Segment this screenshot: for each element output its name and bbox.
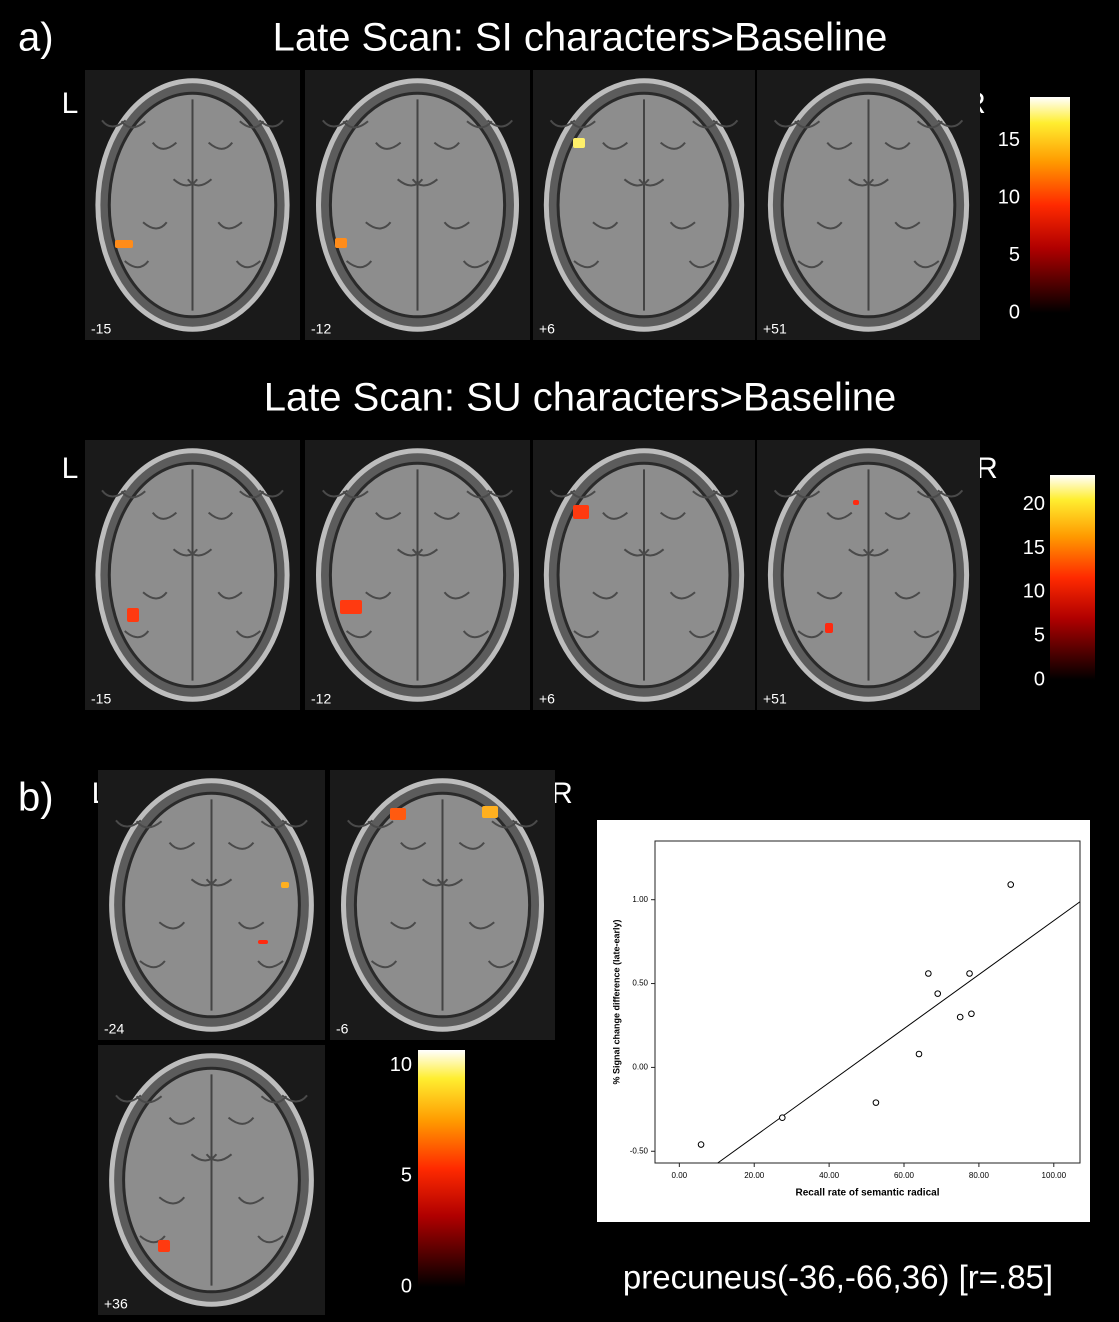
x-tick-label: 80.00 [969, 1171, 990, 1180]
point [969, 1011, 975, 1017]
colorbar [1030, 97, 1070, 313]
colorbar [1050, 475, 1095, 680]
point [957, 1014, 963, 1020]
activation [127, 608, 139, 622]
slice-label: -12 [311, 691, 331, 707]
activation [390, 808, 406, 820]
x-axis-label: Recall rate of semantic radical [796, 1188, 940, 1199]
y-axis-label: % Signal change difference (late-early) [611, 919, 621, 1084]
colorbar-tick-label: 20 [1023, 493, 1045, 515]
slice-label: +51 [763, 321, 787, 337]
activation [258, 940, 268, 944]
colorbar-tick-label: 0 [1009, 301, 1020, 323]
point [698, 1142, 704, 1148]
slice-label: -6 [336, 1021, 349, 1037]
activation [573, 138, 585, 148]
point [926, 971, 932, 977]
point [935, 991, 941, 997]
colorbar-tick-label: 10 [1023, 581, 1045, 603]
slice-label: +51 [763, 691, 787, 707]
activation [335, 238, 347, 248]
slice-label: +6 [539, 691, 555, 707]
scatter-panel [597, 820, 1090, 1222]
x-tick-label: 40.00 [819, 1171, 840, 1180]
activation [340, 600, 362, 614]
colorbar-tick-label: 15 [1023, 537, 1045, 559]
x-tick-label: 20.00 [744, 1171, 765, 1180]
x-tick-label: 0.00 [672, 1171, 688, 1180]
row-title: Late Scan: SU characters>Baseline [264, 376, 897, 420]
slice-label: +36 [104, 1296, 128, 1312]
point [1008, 882, 1014, 888]
caption: precuneus(-36,-66,36) [r=.85] [623, 1259, 1053, 1296]
point [916, 1051, 922, 1057]
colorbar-tick-label: 5 [1034, 624, 1045, 646]
row-title: Late Scan: SI characters>Baseline [273, 16, 888, 60]
panel-label: a) [18, 16, 54, 60]
slice-label: -15 [91, 691, 111, 707]
activation [573, 505, 589, 519]
slice-label: -12 [311, 321, 331, 337]
colorbar-tick-label: 10 [998, 186, 1020, 208]
x-tick-label: 60.00 [894, 1171, 915, 1180]
colorbar [418, 1050, 465, 1287]
slice-label: -24 [104, 1021, 124, 1037]
colorbar-tick-label: 5 [1009, 244, 1020, 266]
y-tick-label: -0.50 [630, 1146, 649, 1155]
slice-label: +6 [539, 321, 555, 337]
colorbar-tick-label: 10 [390, 1054, 412, 1076]
figure: a) Late Scan: SI characters>Baseline Lat… [0, 0, 1119, 1322]
colorbar-tick-label: 5 [401, 1165, 412, 1187]
colorbar-tick-label: 15 [998, 129, 1020, 151]
y-tick-label: 1.00 [632, 895, 648, 904]
point [873, 1100, 879, 1106]
colorbar-tick-label: 0 [1034, 668, 1045, 690]
y-tick-label: 0.50 [632, 979, 648, 988]
point [780, 1115, 786, 1121]
side-label: L [62, 87, 79, 120]
activation [115, 240, 133, 248]
activation [825, 623, 833, 633]
side-label: L [62, 452, 79, 485]
point [967, 971, 973, 977]
x-tick-label: 100.00 [1042, 1171, 1067, 1180]
colorbar-tick-label: 0 [401, 1275, 412, 1297]
activation [482, 806, 498, 818]
activation [853, 500, 859, 505]
slice-label: -15 [91, 321, 111, 337]
activation [281, 882, 289, 888]
y-tick-label: 0.00 [632, 1063, 648, 1072]
activation [158, 1240, 170, 1252]
panel-label: b) [18, 776, 54, 820]
